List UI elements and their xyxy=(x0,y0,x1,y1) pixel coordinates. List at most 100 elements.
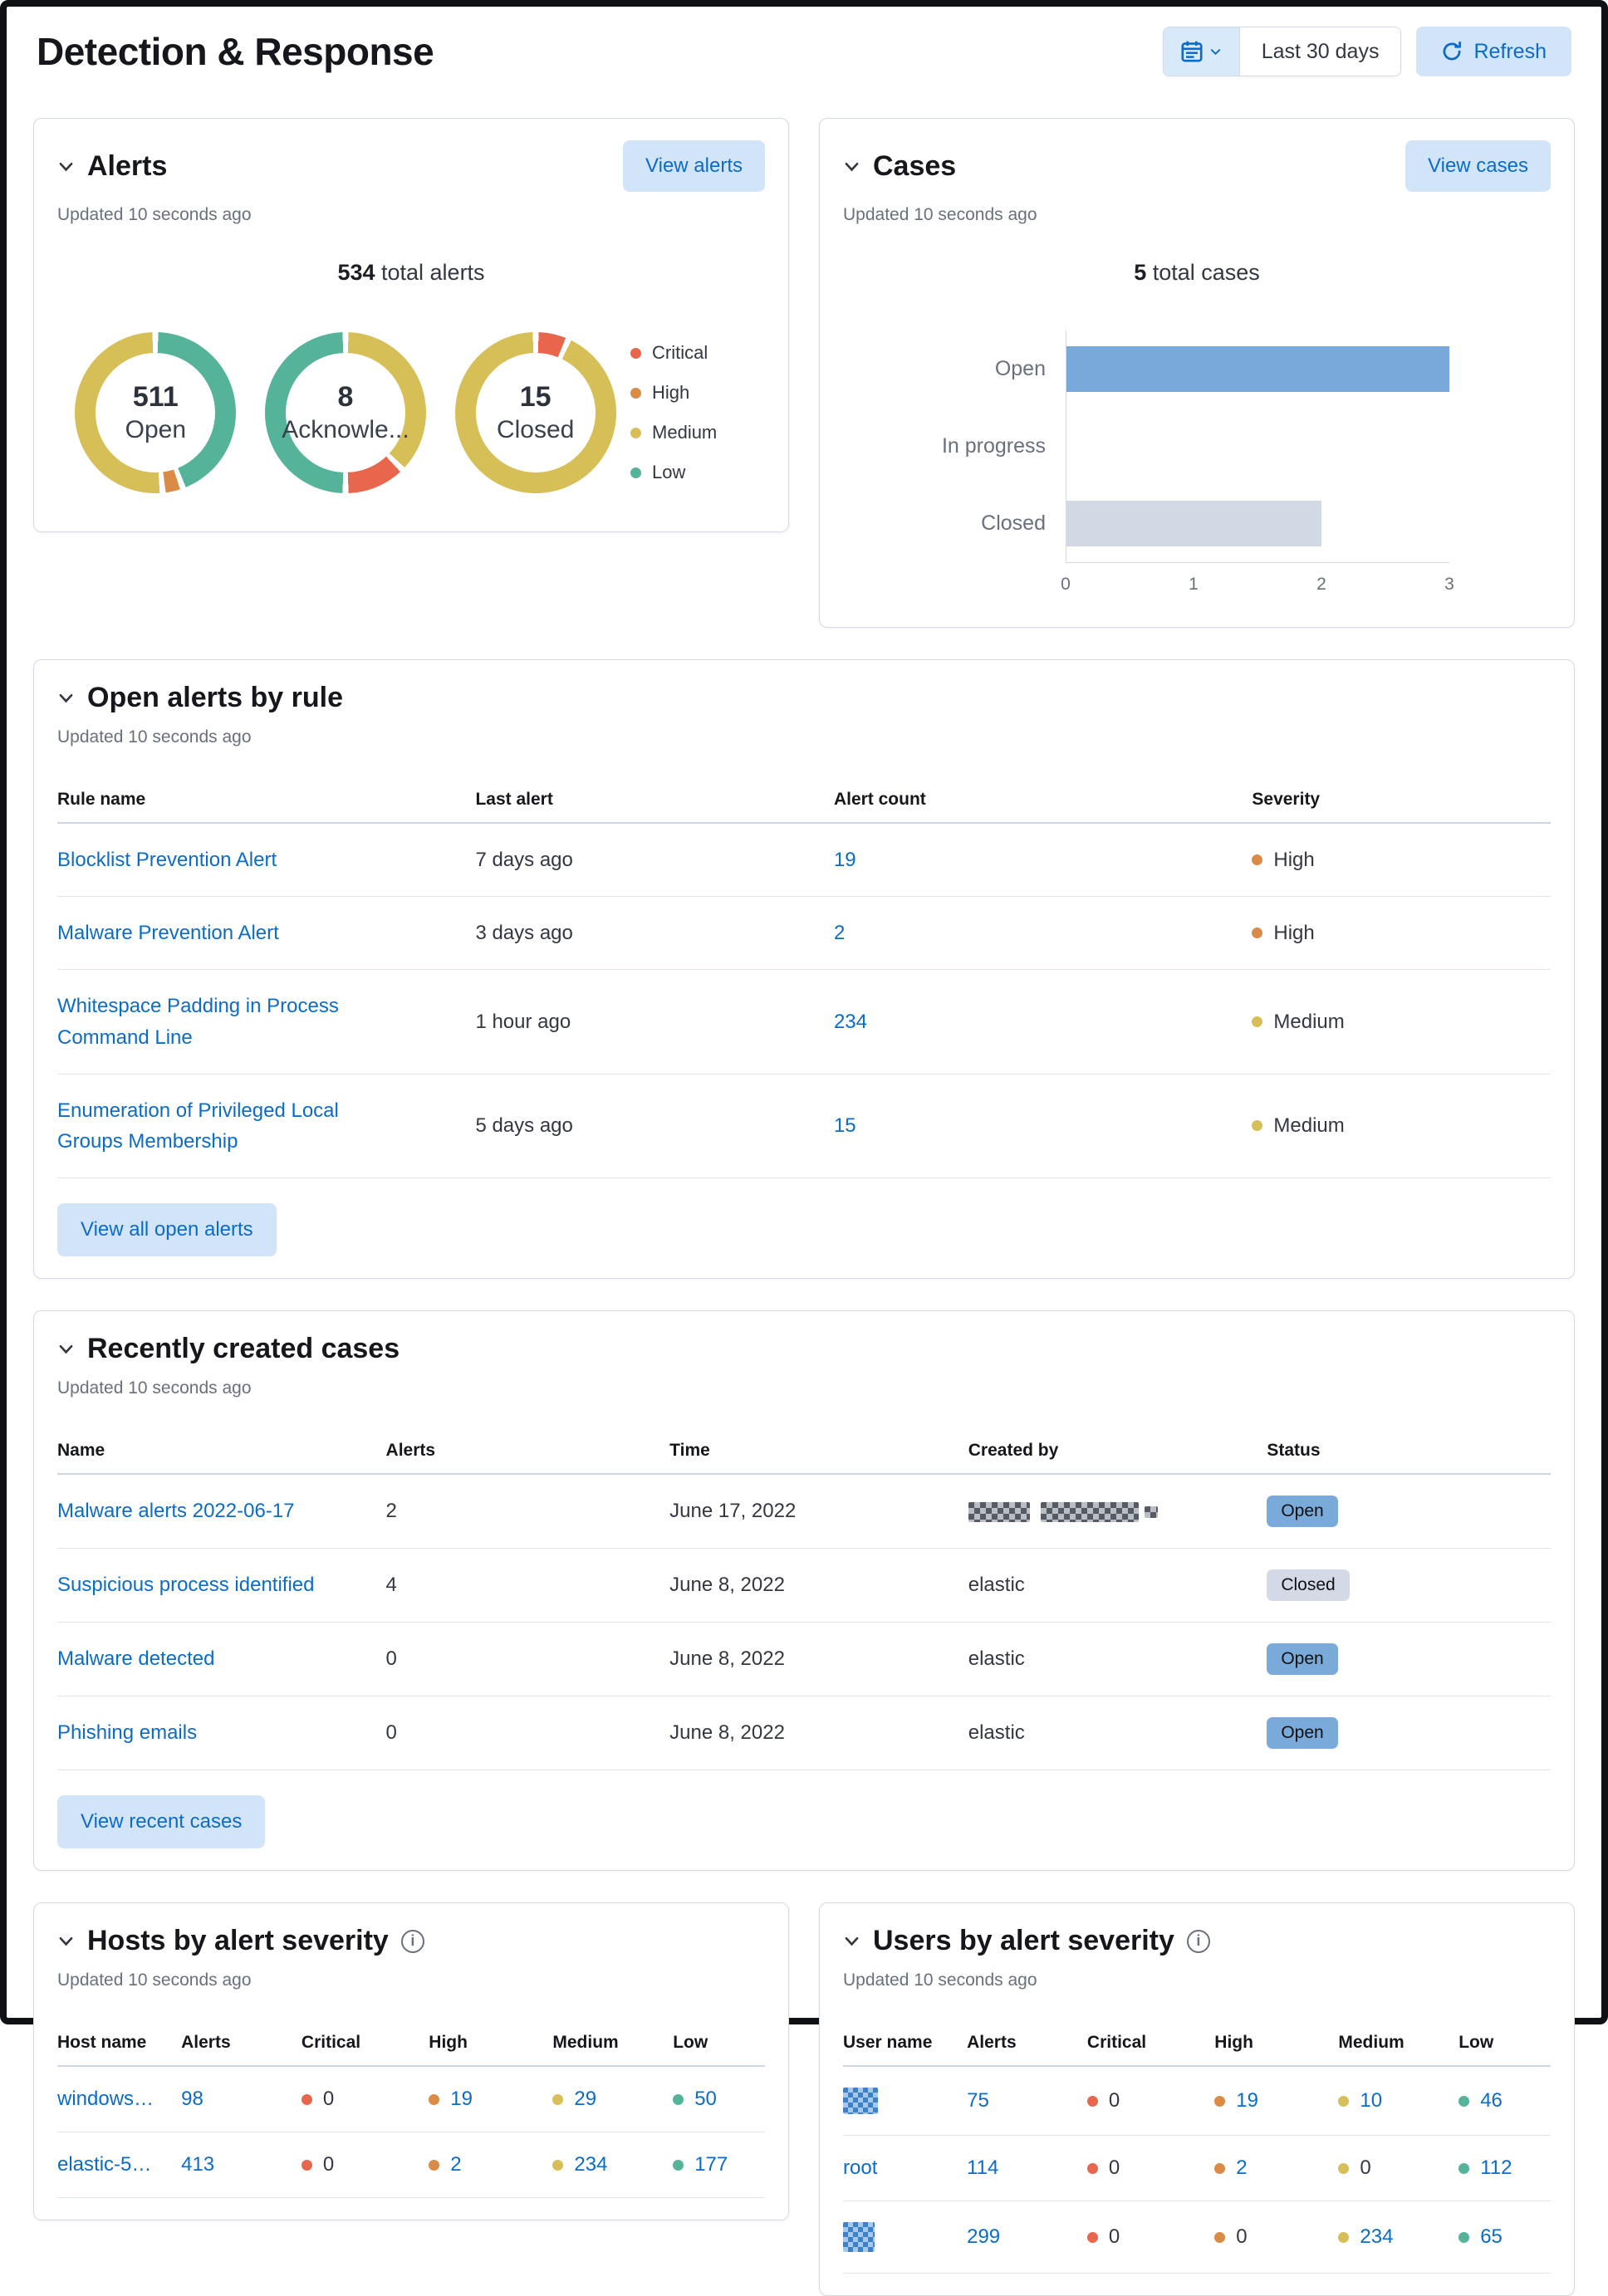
bar-label-open: Open xyxy=(994,357,1046,380)
users-table: User name Alerts Critical High Medium Lo… xyxy=(843,2020,1551,2274)
alert-count-link[interactable]: 2 xyxy=(833,921,846,944)
high-count-link[interactable]: 19 xyxy=(450,2088,473,2111)
open-alerts-by-rule-panel: Open alerts by rule Updated 10 seconds a… xyxy=(33,659,1575,1280)
bar-closed[interactable] xyxy=(1066,501,1322,546)
collapse-chevron-icon[interactable] xyxy=(57,1340,75,1358)
table-row: 75 0 19 10 46 xyxy=(843,2067,1551,2137)
alerts-count-link[interactable]: 299 xyxy=(967,2225,1001,2249)
time-cell: June 17, 2022 xyxy=(669,1500,797,1523)
hosts-updated-text: Updated 10 seconds ago xyxy=(57,1970,252,1990)
alert-count-link[interactable]: 19 xyxy=(833,848,856,871)
collapse-chevron-icon[interactable] xyxy=(843,1932,860,1950)
rule-name-link[interactable]: Whitespace Padding in Process Command Li… xyxy=(57,995,339,1049)
collapse-chevron-icon[interactable] xyxy=(57,158,75,175)
user-name-link[interactable]: root xyxy=(843,2156,878,2180)
high-count-link[interactable]: 2 xyxy=(1236,2156,1248,2180)
view-cases-button[interactable]: View cases xyxy=(1405,140,1551,192)
date-quick-select-button[interactable] xyxy=(1163,27,1240,76)
donut-acknowledged-alerts[interactable]: 8 Acknowle... xyxy=(265,332,426,493)
date-range-value[interactable]: Last 30 days xyxy=(1239,27,1401,76)
alert-count-link[interactable]: 234 xyxy=(833,1010,867,1033)
medium-dot-icon xyxy=(1338,2162,1350,2174)
hosts-by-alert-severity-panel: Hosts by alert severity Updated 10 secon… xyxy=(33,1902,789,2221)
donut-closed-value: 15 xyxy=(519,381,552,413)
low-count-link[interactable]: 46 xyxy=(1480,2089,1503,2112)
info-icon[interactable] xyxy=(400,1929,424,1953)
donut-acknowledged-label: Acknowle... xyxy=(282,416,409,443)
table-header-row: Name Alerts Time Created by Status xyxy=(57,1428,1551,1476)
info-icon[interactable] xyxy=(1186,1929,1210,1953)
users-by-alert-severity-panel: Users by alert severity Updated 10 secon… xyxy=(819,1902,1575,2296)
severity-cell: High xyxy=(1252,849,1551,872)
table-row: Suspicious process identified 4 June 8, … xyxy=(57,1549,1551,1623)
donut-open-alerts[interactable]: 511 Open xyxy=(75,332,237,493)
case-name-link[interactable]: Malware alerts 2022-06-17 xyxy=(57,1500,295,1523)
medium-count-link[interactable]: 10 xyxy=(1360,2089,1383,2112)
high-dot-icon xyxy=(429,2159,440,2171)
collapse-chevron-icon[interactable] xyxy=(843,158,860,175)
table-header-row: Rule name Last alert Alert count Severit… xyxy=(57,777,1551,824)
case-name-link[interactable]: Malware detected xyxy=(57,1647,215,1671)
alerts-count-link[interactable]: 413 xyxy=(181,2153,215,2176)
alert-count-link[interactable]: 15 xyxy=(833,1114,856,1137)
rule-name-link[interactable]: Enumeration of Privileged Local Groups M… xyxy=(57,1099,339,1153)
alerts-count-link[interactable]: 114 xyxy=(967,2156,999,2180)
case-name-link[interactable]: Phishing emails xyxy=(57,1721,198,1745)
bar-open[interactable] xyxy=(1066,346,1449,392)
alerts-total: 534 total alerts xyxy=(337,260,485,285)
last-alert-cell: 3 days ago xyxy=(475,921,573,944)
donut-closed-label: Closed xyxy=(496,416,575,443)
high-dot-icon xyxy=(1252,928,1263,939)
high-dot-icon xyxy=(630,387,642,399)
header-controls: Last 30 days Refresh xyxy=(1162,27,1571,76)
status-badge: Open xyxy=(1267,1496,1338,1528)
case-name-link[interactable]: Suspicious process identified xyxy=(57,1574,315,1597)
high-count-link[interactable]: 2 xyxy=(450,2153,462,2176)
user-name-redacted xyxy=(843,2088,967,2115)
user-name-redacted xyxy=(843,2222,967,2253)
table-row: elastic-5… 413 0 2 234 177 xyxy=(57,2132,765,2199)
status-badge: Open xyxy=(1267,1717,1338,1750)
low-count-link[interactable]: 177 xyxy=(694,2153,728,2176)
rule-name-link[interactable]: Blocklist Prevention Alert xyxy=(57,849,277,871)
page-title: Detection & Response xyxy=(37,30,434,73)
host-name-link[interactable]: windows… xyxy=(57,2088,154,2111)
severity-cell: High xyxy=(1252,922,1551,945)
low-count-link[interactable]: 50 xyxy=(694,2088,717,2111)
view-recent-cases-button[interactable]: View recent cases xyxy=(57,1795,266,1849)
critical-dot-icon xyxy=(301,2093,312,2105)
table-row: Phishing emails 0 June 8, 2022 elastic O… xyxy=(57,1696,1551,1771)
low-count-link[interactable]: 65 xyxy=(1480,2225,1503,2249)
alerts-donut-charts: 511 Open 8 Acknowle... xyxy=(57,324,765,510)
host-name-link[interactable]: elastic-5… xyxy=(57,2153,152,2176)
view-alerts-button[interactable]: View alerts xyxy=(623,140,765,192)
low-count-link[interactable]: 112 xyxy=(1480,2156,1512,2180)
rule-name-link[interactable]: Malware Prevention Alert xyxy=(57,922,279,945)
collapse-chevron-icon[interactable] xyxy=(57,689,75,707)
collapse-chevron-icon[interactable] xyxy=(57,1932,75,1950)
refresh-button[interactable]: Refresh xyxy=(1416,27,1571,76)
legend-item-high: High xyxy=(630,382,762,404)
alerts-count-link[interactable]: 75 xyxy=(967,2089,989,2112)
table-header-row: User name Alerts Critical High Medium Lo… xyxy=(843,2020,1551,2068)
alerts-count-cell: 0 xyxy=(385,1647,397,1671)
high-count-link[interactable]: 19 xyxy=(1236,2089,1258,2112)
medium-count-link[interactable]: 29 xyxy=(574,2088,597,2111)
severity-cell: Medium xyxy=(1252,1114,1551,1138)
medium-count-link[interactable]: 234 xyxy=(574,2153,608,2176)
alerts-count-link[interactable]: 98 xyxy=(181,2088,203,2111)
table-row: windows… 98 0 19 29 50 xyxy=(57,2067,765,2133)
date-picker[interactable]: Last 30 days xyxy=(1162,27,1402,76)
cases-total: 5 total cases xyxy=(1134,260,1260,285)
alerts-panel-title: Alerts xyxy=(87,149,168,182)
medium-count-link[interactable]: 234 xyxy=(1360,2225,1394,2249)
created-by-cell: elastic xyxy=(968,1721,1025,1745)
legend-item-low: Low xyxy=(630,462,762,483)
alerts-count-cell: 2 xyxy=(385,1500,397,1523)
created-by-cell: elastic xyxy=(968,1647,1025,1671)
high-dot-icon xyxy=(1214,2162,1226,2174)
donut-open-value: 511 xyxy=(132,381,179,413)
hosts-panel-title: Hosts by alert severity xyxy=(87,1925,389,1957)
view-all-open-alerts-button[interactable]: View all open alerts xyxy=(57,1203,277,1257)
donut-closed-alerts[interactable]: 15 Closed xyxy=(454,332,616,493)
